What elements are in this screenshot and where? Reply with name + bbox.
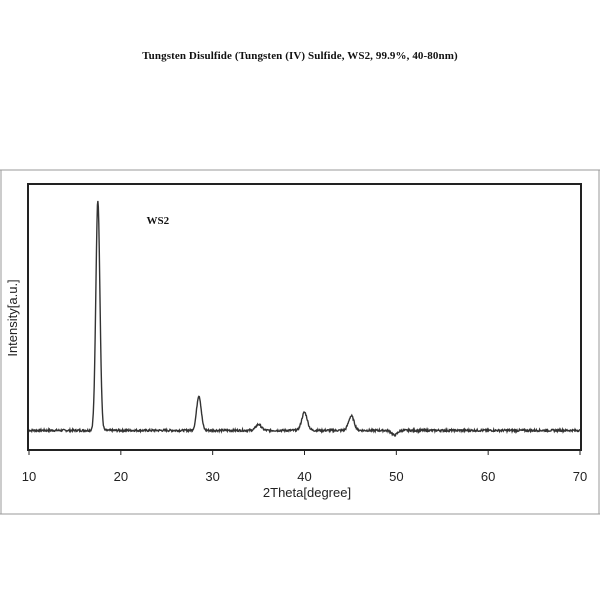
x-tick-label-40: 40 <box>297 469 311 484</box>
x-tick-label-20: 20 <box>114 469 128 484</box>
x-tick-label-10: 10 <box>22 469 36 484</box>
x-tick-label-30: 30 <box>205 469 219 484</box>
x-axis-label: 2Theta[degree] <box>263 485 351 500</box>
page-title: Tungsten Disulfide (Tungsten (IV) Sulfid… <box>142 50 458 62</box>
x-tick-label-60: 60 <box>481 469 495 484</box>
series-annotation-ws2: WS2 <box>147 215 170 227</box>
x-tick-label-50: 50 <box>389 469 403 484</box>
series-line-ws2 <box>28 200 581 438</box>
y-axis-label: Intensity[a.u.] <box>5 279 20 356</box>
plot-frame <box>27 183 582 451</box>
x-tick-label-70: 70 <box>573 469 587 484</box>
